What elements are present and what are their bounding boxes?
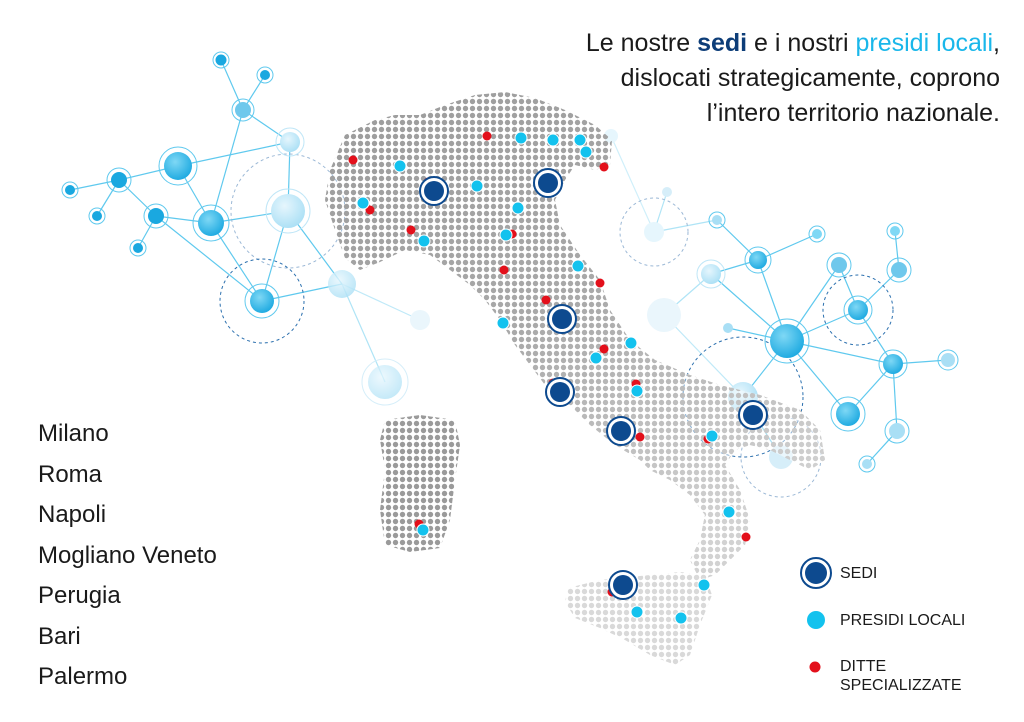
legend-sedi-label: SEDI xyxy=(840,565,878,582)
presidio-marker xyxy=(499,228,513,242)
ditta-marker xyxy=(635,432,645,442)
sede-marker xyxy=(552,309,572,329)
presidio-marker xyxy=(589,351,603,365)
sede-marker xyxy=(424,181,444,201)
sede-marker xyxy=(550,382,570,402)
left-network-nodes xyxy=(61,51,430,406)
presidio-marker xyxy=(470,179,484,193)
presidio-marker xyxy=(546,133,560,147)
ditta-marker xyxy=(365,205,375,215)
headline-text: Le nostre xyxy=(585,29,698,57)
presidio-marker xyxy=(697,578,711,592)
headline-presidi: presidi locali xyxy=(855,29,994,57)
sedi-markers xyxy=(419,168,768,600)
presidio-marker xyxy=(496,316,510,330)
ditta-marker xyxy=(599,162,609,172)
city-item: Bari xyxy=(38,622,81,650)
legend-ditte-label-2: SPECIALIZZATE xyxy=(840,677,962,694)
left-network-rings xyxy=(219,153,346,344)
city-item: Roma xyxy=(38,460,103,488)
city-item: Mogliano Veneto xyxy=(38,541,217,569)
headline: Le nostre sedi e i nostri presidi locali… xyxy=(480,26,1000,131)
city-item: Palermo xyxy=(38,663,128,690)
presidio-marker xyxy=(393,159,407,173)
presidio-marker xyxy=(416,523,430,537)
presidio-marker xyxy=(630,384,644,398)
legend-presidi-label: PRESIDI LOCALI xyxy=(840,612,966,629)
presidio-marker xyxy=(573,133,587,147)
legend-sedi: SEDI xyxy=(840,564,877,583)
sede-marker-icon xyxy=(800,557,832,589)
presidio-marker-icon xyxy=(807,611,825,629)
ditta-marker xyxy=(541,295,551,305)
sicily xyxy=(565,572,712,665)
ditta-marker-icon xyxy=(809,661,821,673)
ditta-marker xyxy=(595,278,605,288)
presidio-marker xyxy=(571,259,585,273)
ditta-marker xyxy=(348,155,358,165)
presidio-marker xyxy=(624,336,638,350)
sede-marker xyxy=(611,421,631,441)
legend-ditte-label-1: DITTE xyxy=(840,658,887,675)
presidio-marker xyxy=(356,196,370,210)
city-item: Napoli xyxy=(38,501,107,528)
presidio-marker xyxy=(579,145,593,159)
headline-sedi: sedi xyxy=(697,29,748,57)
ditta-marker xyxy=(741,532,751,542)
headline-line-3: l’intero territorio nazionale. xyxy=(706,99,1000,127)
presidio-marker xyxy=(417,234,431,248)
presidio-marker xyxy=(514,131,528,145)
sede-marker xyxy=(538,173,558,193)
ditta-marker xyxy=(599,344,609,354)
headline-line-1: Le nostre sedi e i nostri presidi locali… xyxy=(480,26,1000,61)
headline-line-2: dislocati strategicamente, coprono xyxy=(620,64,1000,92)
sardinia xyxy=(380,415,460,552)
headline-text: e i nostri xyxy=(747,29,856,57)
legend-presidi: PRESIDI LOCALI xyxy=(840,611,965,630)
ditta-marker xyxy=(406,225,416,235)
city-list: Milano Roma Napoli Mogliano Veneto Perug… xyxy=(38,414,217,698)
legend-ditte: DITTE SPECIALIZZATE xyxy=(840,657,962,695)
ditta-marker xyxy=(482,131,492,141)
presidio-marker xyxy=(630,605,644,619)
city-item: Milano xyxy=(38,420,109,447)
presidio-marker xyxy=(674,611,688,625)
presidio-marker xyxy=(722,505,736,519)
sede-marker xyxy=(743,405,763,425)
city-item: Perugia xyxy=(38,582,121,609)
headline-text: , xyxy=(993,29,1000,57)
sede-marker xyxy=(613,575,633,595)
ditta-marker xyxy=(499,265,509,275)
presidio-marker xyxy=(705,429,719,443)
presidi-markers xyxy=(356,131,736,625)
presidio-marker xyxy=(511,201,525,215)
legend-icons xyxy=(800,557,832,673)
